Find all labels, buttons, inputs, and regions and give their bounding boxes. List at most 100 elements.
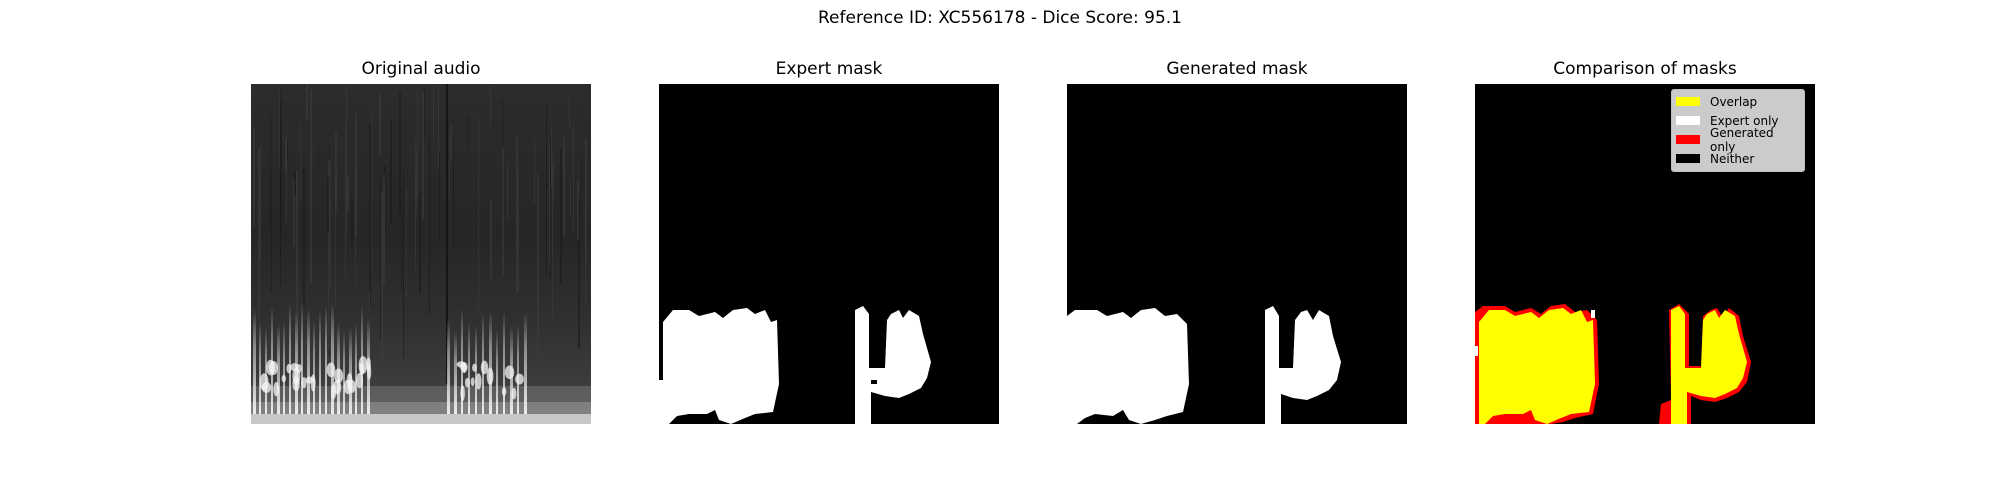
spectrogram-texture: [502, 147, 504, 276]
spectrogram-streak: [283, 321, 285, 414]
spectrogram-streak: [271, 306, 273, 414]
spectrogram-blob: [273, 381, 280, 397]
spectrogram-texture: [381, 192, 383, 368]
spectrogram-texture: [351, 197, 353, 242]
legend-swatch-neither: [1676, 154, 1700, 163]
legend-entry-generated-only: Generated only: [1676, 126, 1800, 154]
spectrogram-blob: [358, 356, 368, 374]
spectrogram-blob: [301, 377, 307, 389]
spectrogram-texture: [281, 89, 282, 231]
spectrogram-blob: [460, 385, 465, 402]
spectrogram-texture: [379, 94, 381, 156]
spectrogram-texture: [516, 135, 518, 292]
spectrogram-texture: [553, 152, 554, 201]
spectrogram-texture: [450, 125, 452, 161]
spectrogram-texture: [280, 120, 281, 260]
spectrogram-texture: [279, 92, 280, 166]
spectrogram-texture: [433, 90, 434, 138]
spectrogram-texture: [537, 174, 539, 358]
legend-label-neither: Neither: [1710, 151, 1755, 166]
spectrogram-blob: [464, 377, 470, 388]
spectrogram-texture: [439, 152, 440, 242]
spectrogram-texture: [429, 134, 430, 315]
spectrogram-streak: [524, 312, 527, 414]
spectrogram-texture: [296, 170, 298, 363]
spectrogram-texture: [260, 143, 261, 261]
spectrogram-texture: [345, 125, 346, 276]
spectrogram-blob: [456, 361, 466, 368]
spectrogram-streak: [461, 308, 463, 414]
spectrogram-blob: [501, 387, 507, 396]
spectrogram-texture: [401, 198, 402, 293]
spectrogram-blob: [343, 379, 353, 395]
spectrogram-streak: [454, 331, 457, 414]
spectrogram-streak: [496, 330, 498, 414]
legend-label-expert-only: Expert only: [1710, 113, 1779, 128]
spectrogram-texture: [585, 163, 586, 304]
spectrogram-texture: [270, 114, 271, 229]
spectrogram-texture: [258, 148, 260, 319]
overlap-region: [1479, 308, 1595, 424]
spectrogram-blob: [515, 373, 524, 385]
spectrogram-texture: [271, 172, 272, 291]
spectrogram-texture: [403, 172, 404, 359]
spectrogram-texture: [384, 183, 385, 264]
spectrogram-texture: [327, 177, 329, 233]
spectrogram-texture: [347, 177, 349, 210]
spectrogram-streak: [337, 323, 340, 414]
spectrogram-streak: [325, 304, 327, 414]
spectrogram-texture: [467, 116, 468, 149]
spectrogram-blob: [261, 381, 272, 393]
spectrogram-streak: [468, 322, 470, 414]
spectrogram-streak: [447, 319, 450, 414]
panel-title-generated-mask: Generated mask: [1166, 59, 1308, 79]
spectrogram-texture: [303, 168, 305, 306]
spectrogram-blob: [286, 363, 292, 374]
spectrogram-streak: [289, 302, 291, 414]
spectrogram-texture: [578, 195, 580, 349]
spectrogram-streak: [295, 310, 298, 414]
legend-entry-overlap: Overlap: [1676, 92, 1800, 111]
comparison-legend: Overlap Expert only Generated only Neith…: [1671, 89, 1805, 172]
spectrogram-streak: [343, 330, 345, 414]
spectrogram-texture: [318, 147, 319, 170]
expert-mask-region: [663, 308, 779, 424]
spectrogram-texture: [560, 149, 562, 283]
spectrogram-texture: [573, 122, 574, 231]
spectrogram-texture: [581, 158, 582, 221]
spectrogram-texture: [300, 123, 301, 202]
spectrogram-texture: [328, 159, 330, 349]
spectrogram-texture: [346, 84, 347, 234]
spectrogram-texture: [293, 179, 295, 246]
legend-entry-expert-only: Expert only: [1676, 111, 1800, 130]
spectrogram-texture: [446, 84, 448, 384]
panel-title-comparison: Comparison of masks: [1553, 59, 1737, 79]
spectrogram-texture: [550, 133, 551, 279]
spectrogram-texture: [518, 168, 519, 293]
spectrogram-texture: [534, 138, 535, 205]
spectrogram-texture: [371, 111, 372, 273]
spectrogram-texture: [422, 93, 424, 219]
spectrogram-blob: [486, 367, 494, 385]
spectrogram-texture: [287, 141, 288, 162]
spectrogram-streak: [301, 302, 303, 414]
spectrogram-texture: [478, 117, 479, 314]
spectrogram-blob: [472, 363, 477, 372]
spectrogram-texture: [253, 127, 255, 226]
spectrogram-streak: [313, 320, 315, 414]
spectrogram-streak: [259, 321, 261, 414]
spectrogram-blob: [269, 360, 279, 376]
spectrogram-texture: [335, 177, 336, 307]
spectrogram-texture: [546, 104, 547, 275]
spectrogram-blob: [475, 373, 482, 390]
generated-mask-region: [1067, 308, 1189, 424]
spectrogram-blob: [305, 376, 314, 384]
spectrogram-blob: [281, 374, 286, 383]
spectrogram-texture: [438, 86, 439, 170]
spectrogram-streak: [331, 302, 334, 414]
generated-mask-image: [1067, 84, 1407, 424]
expert-mask-region: [855, 306, 931, 424]
spectrogram-texture: [449, 163, 450, 199]
spectrogram-texture: [380, 178, 381, 341]
spectrogram-texture: [306, 84, 308, 119]
